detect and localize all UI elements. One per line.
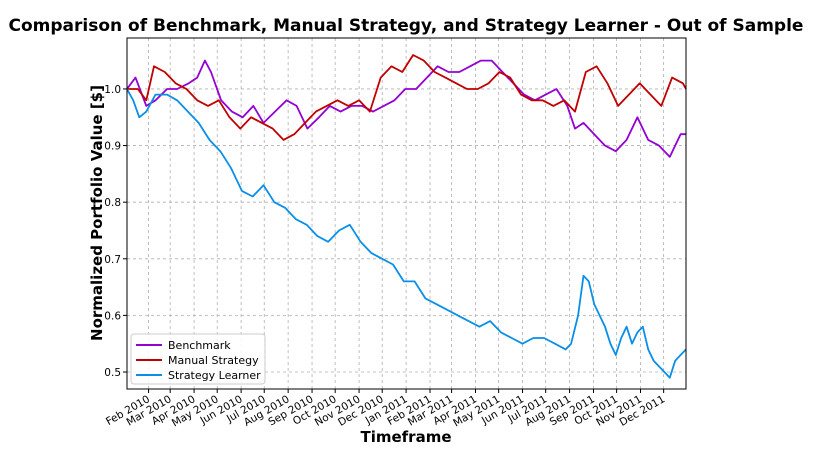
series-line-manual-strategy <box>127 54 687 141</box>
chart-title: Comparison of Benchmark, Manual Strategy… <box>9 16 804 36</box>
series-lines <box>126 54 687 379</box>
y-tick-label: 1.0 <box>104 84 121 96</box>
legend: Benchmark Manual Strategy Strategy Learner <box>130 333 266 385</box>
series-line-strategy-learner <box>126 88 687 379</box>
legend-label: Benchmark <box>168 339 231 352</box>
legend-label: Strategy Learner <box>168 369 261 382</box>
legend-label: Manual Strategy <box>168 354 259 367</box>
grid <box>127 38 686 389</box>
series-line-benchmark <box>126 59 686 158</box>
y-tick-label: 0.8 <box>104 197 121 209</box>
x-axis-label: Timeframe <box>360 428 451 446</box>
y-axis-label: Normalized Portfolio Value [$] <box>88 85 106 341</box>
y-tick-label: 0.6 <box>104 310 121 322</box>
y-tick-label: 0.7 <box>104 254 121 266</box>
y-axis-ticks: 0.5 0.6 0.7 0.8 0.9 1.0 <box>104 84 127 379</box>
y-tick-label: 0.5 <box>104 367 121 379</box>
legend-box <box>130 333 266 385</box>
y-tick-label: 0.9 <box>104 141 121 153</box>
